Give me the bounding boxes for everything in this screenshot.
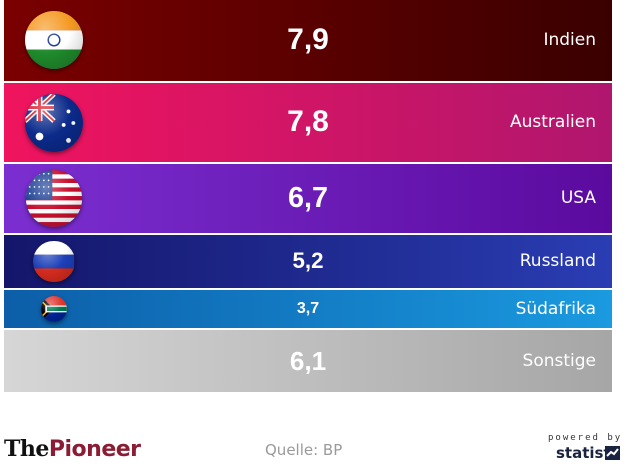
bar-value-label: 5,2 bbox=[292, 248, 324, 274]
bar-sonstige: 6,1 Sonstige bbox=[4, 329, 612, 392]
bar-südafrika: 3,7 Südafrika bbox=[4, 289, 612, 328]
bar-value-label: 7,8 bbox=[287, 105, 329, 139]
statista-logo: statista bbox=[556, 444, 621, 462]
bar-value-label: 6,7 bbox=[288, 181, 328, 214]
australia-flag-icon bbox=[25, 93, 83, 152]
bar-value-label: 7,9 bbox=[287, 22, 329, 56]
logo-name: Pioneer bbox=[48, 437, 141, 462]
bar-indien: 7,9 Indien bbox=[4, 0, 612, 81]
bar-australien: 7,8 Australien bbox=[4, 82, 612, 163]
bar-category-label: Australien bbox=[509, 112, 596, 133]
bar-usa: 6,7 USA bbox=[4, 164, 612, 233]
statista-icon bbox=[605, 446, 620, 460]
bar-category-label: Russland bbox=[519, 251, 596, 272]
footer: ThePioneer Quelle: BP powered by statist… bbox=[0, 400, 627, 469]
bar-russland: 5,2 Russland bbox=[4, 234, 612, 288]
powered-by-label: powered by bbox=[548, 433, 623, 443]
bar-category-label: USA bbox=[560, 188, 596, 209]
bar-value-label: 3,7 bbox=[296, 299, 320, 317]
bar-category-label: Südafrika bbox=[515, 298, 596, 319]
bar-value-label: 6,1 bbox=[289, 345, 327, 376]
south-africa-flag-icon bbox=[41, 295, 67, 322]
usa-flag-icon bbox=[25, 170, 83, 227]
chart-area: 7,9 Indien 7,8 Australien 6,7 USA 5,2 Russland 3… bbox=[4, 0, 612, 392]
source-label: Quelle: BP bbox=[265, 441, 343, 459]
logo-prefix: The bbox=[4, 436, 49, 462]
russia-flag-icon bbox=[33, 240, 75, 282]
the-pioneer-logo: ThePioneer bbox=[4, 436, 141, 462]
bar-category-label: Indien bbox=[543, 30, 596, 51]
bar-category-label: Sonstige bbox=[522, 350, 596, 371]
india-flag-icon bbox=[25, 11, 83, 70]
